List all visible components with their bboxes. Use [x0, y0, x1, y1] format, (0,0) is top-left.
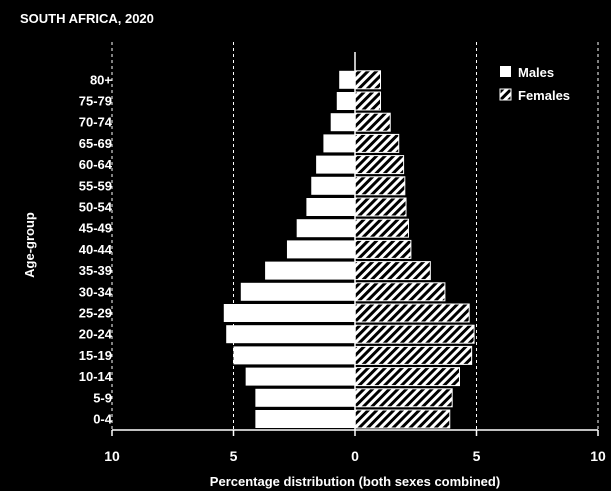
bar-females-25-29 — [354, 303, 470, 323]
bar-females-0-4 — [354, 409, 451, 429]
bar-males-35-39 — [265, 261, 355, 280]
legend-females-swatch — [499, 88, 512, 101]
x-tick-label: 5 — [473, 448, 481, 464]
bar-females-60-64 — [354, 155, 405, 175]
bar-males-40-44 — [286, 240, 355, 259]
y-tick-label: 75-79 — [79, 94, 112, 109]
y-tick-labels: 0-4 5-9 10-14 15-19 20-24 25-29 30-34 35-39 40-4… — [79, 72, 113, 426]
y-tick-label: 30-34 — [79, 284, 113, 299]
bar-females-75-79 — [354, 91, 382, 111]
bar-males-75-79 — [336, 92, 355, 110]
bar-males-0-4 — [255, 410, 355, 428]
bar-males-60-64 — [316, 155, 355, 174]
legend-males-swatch — [500, 66, 511, 77]
grid-lines — [111, 42, 599, 430]
y-tick-label: 45-49 — [79, 221, 112, 236]
y-tick-label: 0-4 — [93, 412, 113, 427]
bar-females-40-44 — [354, 239, 412, 259]
bar-females-65-69 — [354, 133, 400, 153]
y-tick-label: 70-74 — [79, 115, 113, 130]
bar-males-45-49 — [296, 219, 355, 238]
bar-males-65-69 — [323, 134, 355, 153]
bar-females-50-54 — [354, 197, 407, 217]
y-tick-label: 40-44 — [79, 242, 113, 257]
legend: Males Females — [499, 65, 570, 103]
y-tick-label: 35-39 — [79, 263, 112, 278]
y-tick-label: 50-54 — [79, 200, 113, 215]
bar-males-25-29 — [223, 304, 355, 322]
bar-males-20-24 — [226, 325, 355, 344]
x-tick-label: 5 — [230, 448, 238, 464]
x-tick-label: 10 — [104, 448, 120, 464]
bar-males-80+ — [339, 70, 355, 89]
bar-females-30-34 — [354, 282, 446, 302]
y-tick-label: 25-29 — [79, 306, 112, 321]
x-tick-label: 10 — [590, 448, 606, 464]
bar-males-50-54 — [306, 198, 355, 216]
bar-males-30-34 — [240, 282, 355, 301]
bar-females-80+ — [354, 70, 382, 90]
bar-males-70-74 — [330, 113, 355, 132]
bars — [223, 70, 475, 429]
x-tick-labels: 10 5 0 5 10 — [104, 430, 606, 464]
y-tick-label: 55-59 — [79, 178, 112, 193]
x-tick-label: 0 — [351, 448, 359, 464]
bar-females-10-14 — [354, 367, 460, 387]
y-tick-label: 5-9 — [93, 390, 112, 405]
bar-males-5-9 — [255, 388, 355, 407]
y-tick-label: 10-14 — [79, 369, 113, 384]
bar-females-70-74 — [354, 112, 391, 132]
y-axis-label: Age-group — [22, 212, 37, 278]
bar-males-15-19 — [233, 346, 355, 365]
bar-females-15-19 — [354, 345, 473, 365]
legend-males-label: Males — [518, 65, 554, 80]
y-tick-label: 60-64 — [79, 157, 113, 172]
y-tick-label: 80+ — [90, 72, 112, 87]
y-tick-label: 15-19 — [79, 348, 112, 363]
legend-females-label: Females — [518, 88, 570, 103]
bar-females-35-39 — [354, 261, 431, 281]
bar-females-55-59 — [354, 176, 406, 196]
x-axis-label: Percentage distribution (both sexes comb… — [210, 474, 500, 489]
chart-title: SOUTH AFRICA, 2020 — [20, 11, 154, 26]
bar-males-55-59 — [311, 176, 355, 195]
bar-females-45-49 — [354, 218, 409, 238]
bar-females-5-9 — [354, 388, 453, 408]
y-tick-label: 20-24 — [79, 327, 113, 342]
bar-males-10-14 — [245, 367, 355, 386]
bar-females-20-24 — [354, 324, 475, 344]
y-tick-label: 65-69 — [79, 136, 112, 151]
